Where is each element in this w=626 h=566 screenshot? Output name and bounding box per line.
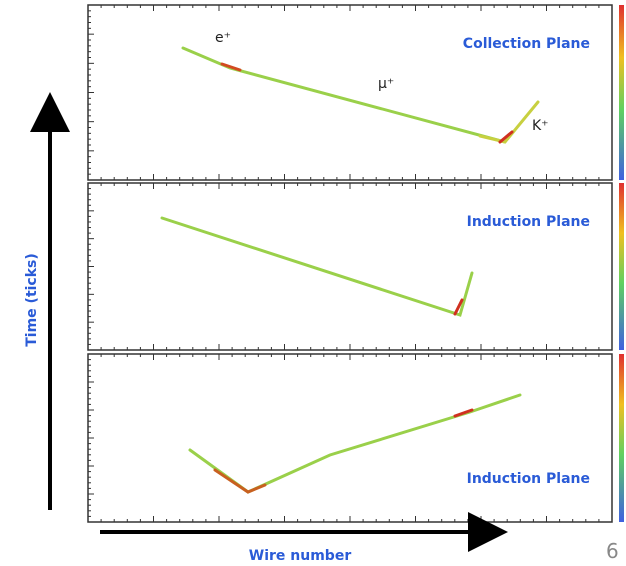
color-bar [619, 5, 624, 180]
panel-title: Induction Plane [467, 471, 590, 487]
color-bar [619, 354, 624, 522]
color-bar [619, 183, 624, 350]
page-number: 6 [606, 539, 619, 563]
x-axis-label: Wire number [249, 548, 352, 564]
panel-frame [88, 183, 612, 350]
y-axis-label: Time (ticks) [24, 253, 40, 347]
slide: Collection Plane Induction Plane Induction… [0, 0, 626, 566]
panel-title: Collection Plane [463, 36, 590, 52]
panel-title: Induction Plane [467, 214, 590, 230]
track-label: e⁺ [215, 30, 231, 46]
panel-frame [88, 354, 612, 522]
track-label: K⁺ [532, 118, 549, 134]
panel-frame [88, 5, 612, 180]
track-label: μ⁺ [378, 76, 394, 92]
panels: Collection Plane Induction Plane Induction… [88, 5, 624, 522]
